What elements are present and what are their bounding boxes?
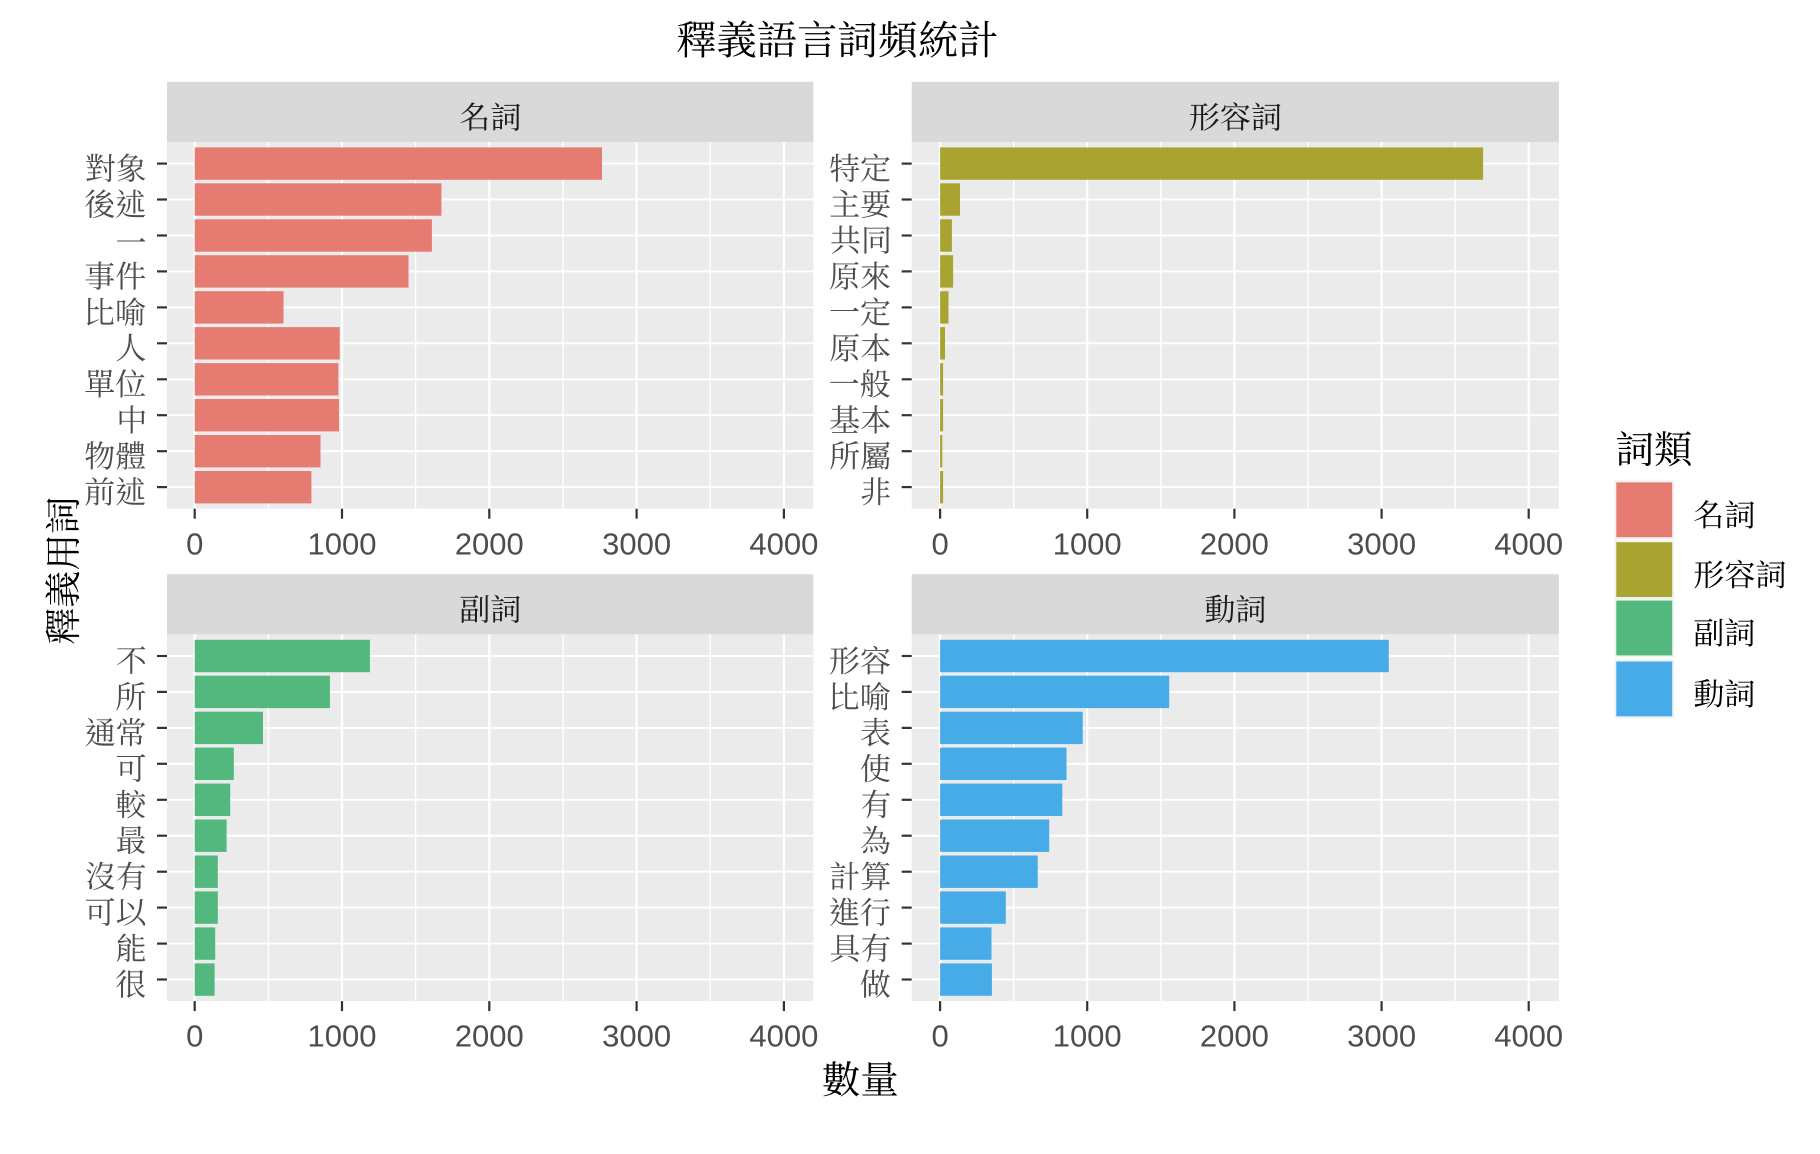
svg-text:0: 0	[931, 526, 948, 561]
svg-text:2000: 2000	[455, 1019, 524, 1054]
svg-text:3000: 3000	[1347, 526, 1416, 561]
svg-text:4000: 4000	[749, 526, 818, 561]
svg-text:0: 0	[186, 526, 203, 561]
svg-text:4000: 4000	[749, 1019, 818, 1054]
svg-text:2000: 2000	[455, 526, 524, 561]
svg-text:3000: 3000	[602, 526, 671, 561]
svg-text:0: 0	[186, 1019, 203, 1054]
svg-text:1000: 1000	[308, 526, 377, 561]
svg-text:1000: 1000	[1053, 1019, 1122, 1054]
svg-text:2000: 2000	[1200, 526, 1269, 561]
svg-text:1000: 1000	[308, 1019, 377, 1054]
svg-text:4000: 4000	[1494, 526, 1563, 561]
svg-text:3000: 3000	[602, 1019, 671, 1054]
svg-text:4000: 4000	[1494, 1019, 1563, 1054]
svg-text:2000: 2000	[1200, 1019, 1269, 1054]
svg-text:3000: 3000	[1347, 1019, 1416, 1054]
svg-text:1000: 1000	[1053, 526, 1122, 561]
svg-text:0: 0	[931, 1019, 948, 1054]
